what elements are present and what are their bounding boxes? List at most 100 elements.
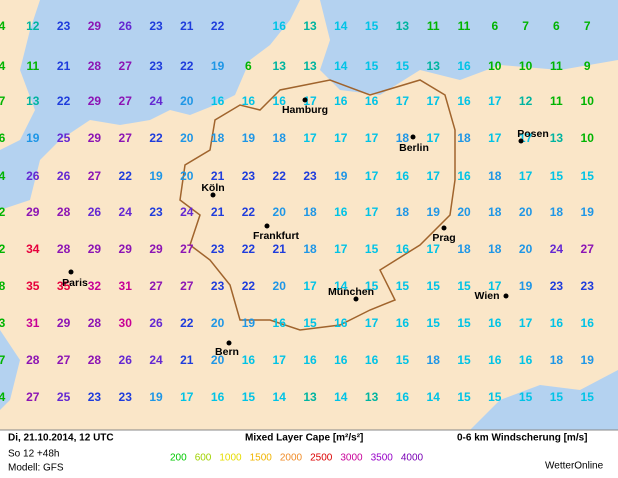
grid-value: 18 <box>488 242 502 256</box>
grid-value: 19 <box>581 353 595 367</box>
grid-value: 18 <box>550 353 564 367</box>
grid-value: 19 <box>519 279 533 293</box>
grid-value: 6 <box>0 131 6 145</box>
grid-value: 2 <box>0 242 6 256</box>
grid-value: 19 <box>581 205 595 219</box>
grid-value: 6 <box>491 19 498 33</box>
grid-value: 17 <box>427 131 441 145</box>
grid-value: 22 <box>57 94 71 108</box>
value-grid: 4 12 23 29 26 23 21 22 16 13 14 15 13 11 11 6 7 6 74 11 21 28… <box>0 19 594 404</box>
grid-value: 25 <box>57 131 71 145</box>
grid-value: 29 <box>119 242 133 256</box>
grid-value: 18 <box>457 131 471 145</box>
grid-value: 17 <box>488 131 502 145</box>
city-label: Prag <box>432 232 455 244</box>
baltic-sea <box>320 0 618 95</box>
grid-value: 18 <box>303 242 317 256</box>
grid-value: 16 <box>396 242 410 256</box>
grid-value: 14 <box>427 390 441 404</box>
grid-value: 23 <box>149 205 163 219</box>
grid-value: 11 <box>427 19 440 33</box>
grid-value: 18 <box>550 205 564 219</box>
grid-value: 16 <box>581 316 595 330</box>
grid-value: 11 <box>550 94 563 108</box>
grid-value: 16 <box>273 94 287 108</box>
grid-value: 15 <box>396 279 410 293</box>
grid-value: 16 <box>457 94 471 108</box>
grid-value: 14 <box>334 19 348 33</box>
grid-value: 15 <box>365 19 379 33</box>
grid-value: 15 <box>550 169 564 183</box>
grid-value: 18 <box>396 205 410 219</box>
grid-value: 6 <box>553 19 560 33</box>
grid-value: 4 <box>0 169 6 183</box>
grid-value: 27 <box>88 169 102 183</box>
grid-value: 27 <box>119 94 133 108</box>
grid-value: 2 <box>0 205 6 219</box>
grid-value: 13 <box>427 59 441 73</box>
grid-value: 23 <box>149 19 163 33</box>
grid-value: 29 <box>88 131 102 145</box>
grid-value: 31 <box>119 279 133 293</box>
grid-value: 3 <box>0 316 6 330</box>
grid-value: 16 <box>457 169 471 183</box>
grid-value: 16 <box>396 169 410 183</box>
date: Di, 21.10.2014, 12 UTC <box>8 433 114 444</box>
grid-value: 20 <box>519 242 533 256</box>
grid-value: 16 <box>396 316 410 330</box>
city-label: Berlin <box>399 142 429 154</box>
grid-value: 14 <box>334 390 348 404</box>
grid-value: 19 <box>242 316 256 330</box>
grid-value: 15 <box>396 59 410 73</box>
grid-value: 26 <box>26 169 40 183</box>
grid-value: 27 <box>581 242 595 256</box>
grid-value: 15 <box>581 390 595 404</box>
grid-value: 28 <box>57 242 71 256</box>
legend: 200 600 1000 1500 2000 2500 3000 3500 4000 <box>170 453 424 464</box>
grid-value: 15 <box>457 279 471 293</box>
grid-value: 21 <box>211 169 225 183</box>
grid-value: 16 <box>242 353 256 367</box>
grid-value: 16 <box>211 390 225 404</box>
grid-value: 15 <box>365 279 379 293</box>
grid-value: 26 <box>57 169 71 183</box>
grid-value: 26 <box>88 205 102 219</box>
legend-label: 3500 <box>371 453 394 464</box>
grid-value: 22 <box>211 19 225 33</box>
grid-value: 23 <box>57 19 71 33</box>
grid-value: 27 <box>119 59 133 73</box>
grid-value: 23 <box>303 169 317 183</box>
model: Modell: GFS <box>8 463 64 474</box>
grid-value: 35 <box>26 279 40 293</box>
grid-value: 28 <box>26 353 40 367</box>
grid-value: 28 <box>88 353 102 367</box>
grid-value: 17 <box>303 94 317 108</box>
grid-value: 29 <box>88 19 102 33</box>
grid-value: 17 <box>519 316 533 330</box>
grid-value: 23 <box>581 279 595 293</box>
grid-value: 31 <box>26 316 40 330</box>
grid-value: 29 <box>57 316 71 330</box>
city-label: Hamburg <box>282 104 328 116</box>
grid-value: 16 <box>334 316 348 330</box>
grid-value: 28 <box>88 316 102 330</box>
grid-value: 4 <box>0 19 6 33</box>
grid-value: 13 <box>303 59 317 73</box>
grid-value: 22 <box>149 131 163 145</box>
grid-value: 21 <box>180 353 194 367</box>
legend-label: 3000 <box>340 453 363 464</box>
grid-value: 15 <box>365 59 379 73</box>
grid-value: 24 <box>149 94 163 108</box>
grid-value: 21 <box>211 205 225 219</box>
grid-value: 11 <box>458 19 471 33</box>
grid-value: 13 <box>365 390 379 404</box>
grid-value: 17 <box>303 279 317 293</box>
grid-value: 17 <box>519 169 533 183</box>
grid-value: 19 <box>26 131 40 145</box>
grid-value: 17 <box>303 131 317 145</box>
grid-value: 13 <box>396 19 410 33</box>
border <box>179 79 456 331</box>
grid-value: 19 <box>334 169 348 183</box>
grid-value: 24 <box>149 353 163 367</box>
